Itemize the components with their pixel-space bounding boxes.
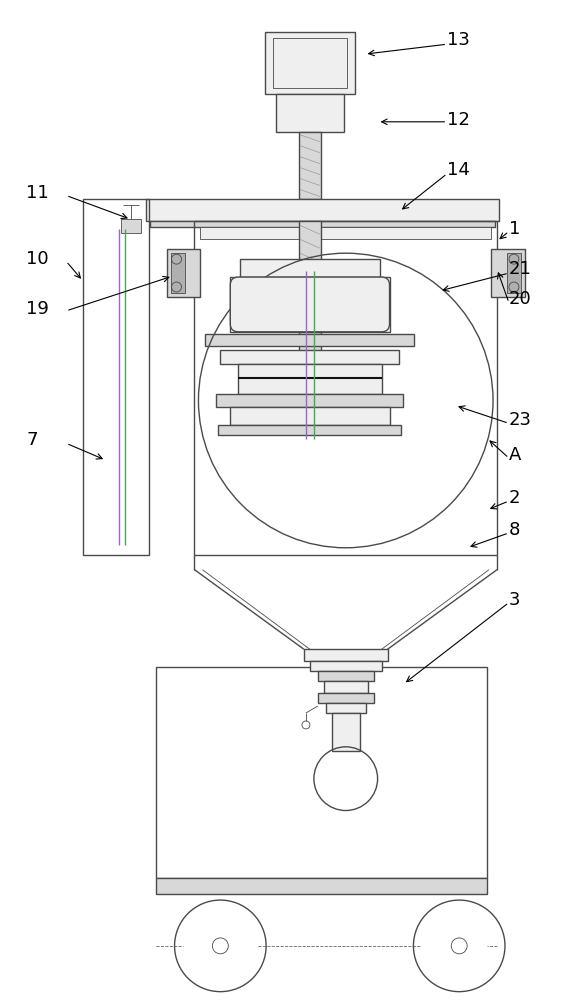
Bar — [491, 249, 525, 297]
Bar — [121, 219, 141, 233]
Bar — [310, 661, 381, 671]
Bar — [332, 713, 360, 751]
Bar — [324, 681, 368, 693]
Bar — [318, 693, 374, 703]
Text: 19: 19 — [26, 300, 49, 318]
Bar — [171, 253, 185, 293]
Bar — [273, 38, 347, 88]
Text: 12: 12 — [447, 111, 470, 129]
Text: 11: 11 — [26, 184, 49, 202]
Bar — [326, 703, 366, 713]
Bar — [299, 132, 321, 199]
Bar — [150, 221, 495, 227]
Bar — [276, 94, 344, 132]
Text: 20: 20 — [509, 290, 531, 308]
Bar — [507, 253, 521, 293]
Text: 23: 23 — [509, 411, 532, 429]
Bar — [200, 227, 491, 239]
Text: 14: 14 — [447, 161, 470, 179]
Bar — [230, 407, 390, 425]
Bar — [216, 394, 404, 407]
Text: 21: 21 — [509, 260, 532, 278]
FancyBboxPatch shape — [230, 277, 390, 332]
Text: 8: 8 — [509, 521, 520, 539]
Bar — [238, 364, 381, 394]
Bar — [194, 221, 497, 555]
Bar — [304, 649, 388, 661]
Bar — [206, 334, 415, 346]
Bar — [220, 350, 399, 364]
Bar — [265, 32, 354, 94]
Bar — [166, 249, 200, 297]
Bar — [299, 221, 321, 361]
Bar — [218, 425, 401, 435]
Bar — [156, 878, 487, 894]
Text: 10: 10 — [26, 250, 49, 268]
Text: 7: 7 — [26, 431, 38, 449]
Bar — [145, 199, 499, 221]
Text: 13: 13 — [447, 31, 470, 49]
Text: A: A — [509, 446, 522, 464]
Bar — [83, 199, 149, 555]
Bar — [230, 277, 390, 332]
Text: 2: 2 — [509, 489, 520, 507]
Bar — [156, 667, 487, 878]
Text: 3: 3 — [509, 591, 520, 609]
Bar — [240, 259, 380, 277]
Bar — [318, 671, 374, 681]
Text: 1: 1 — [509, 220, 520, 238]
